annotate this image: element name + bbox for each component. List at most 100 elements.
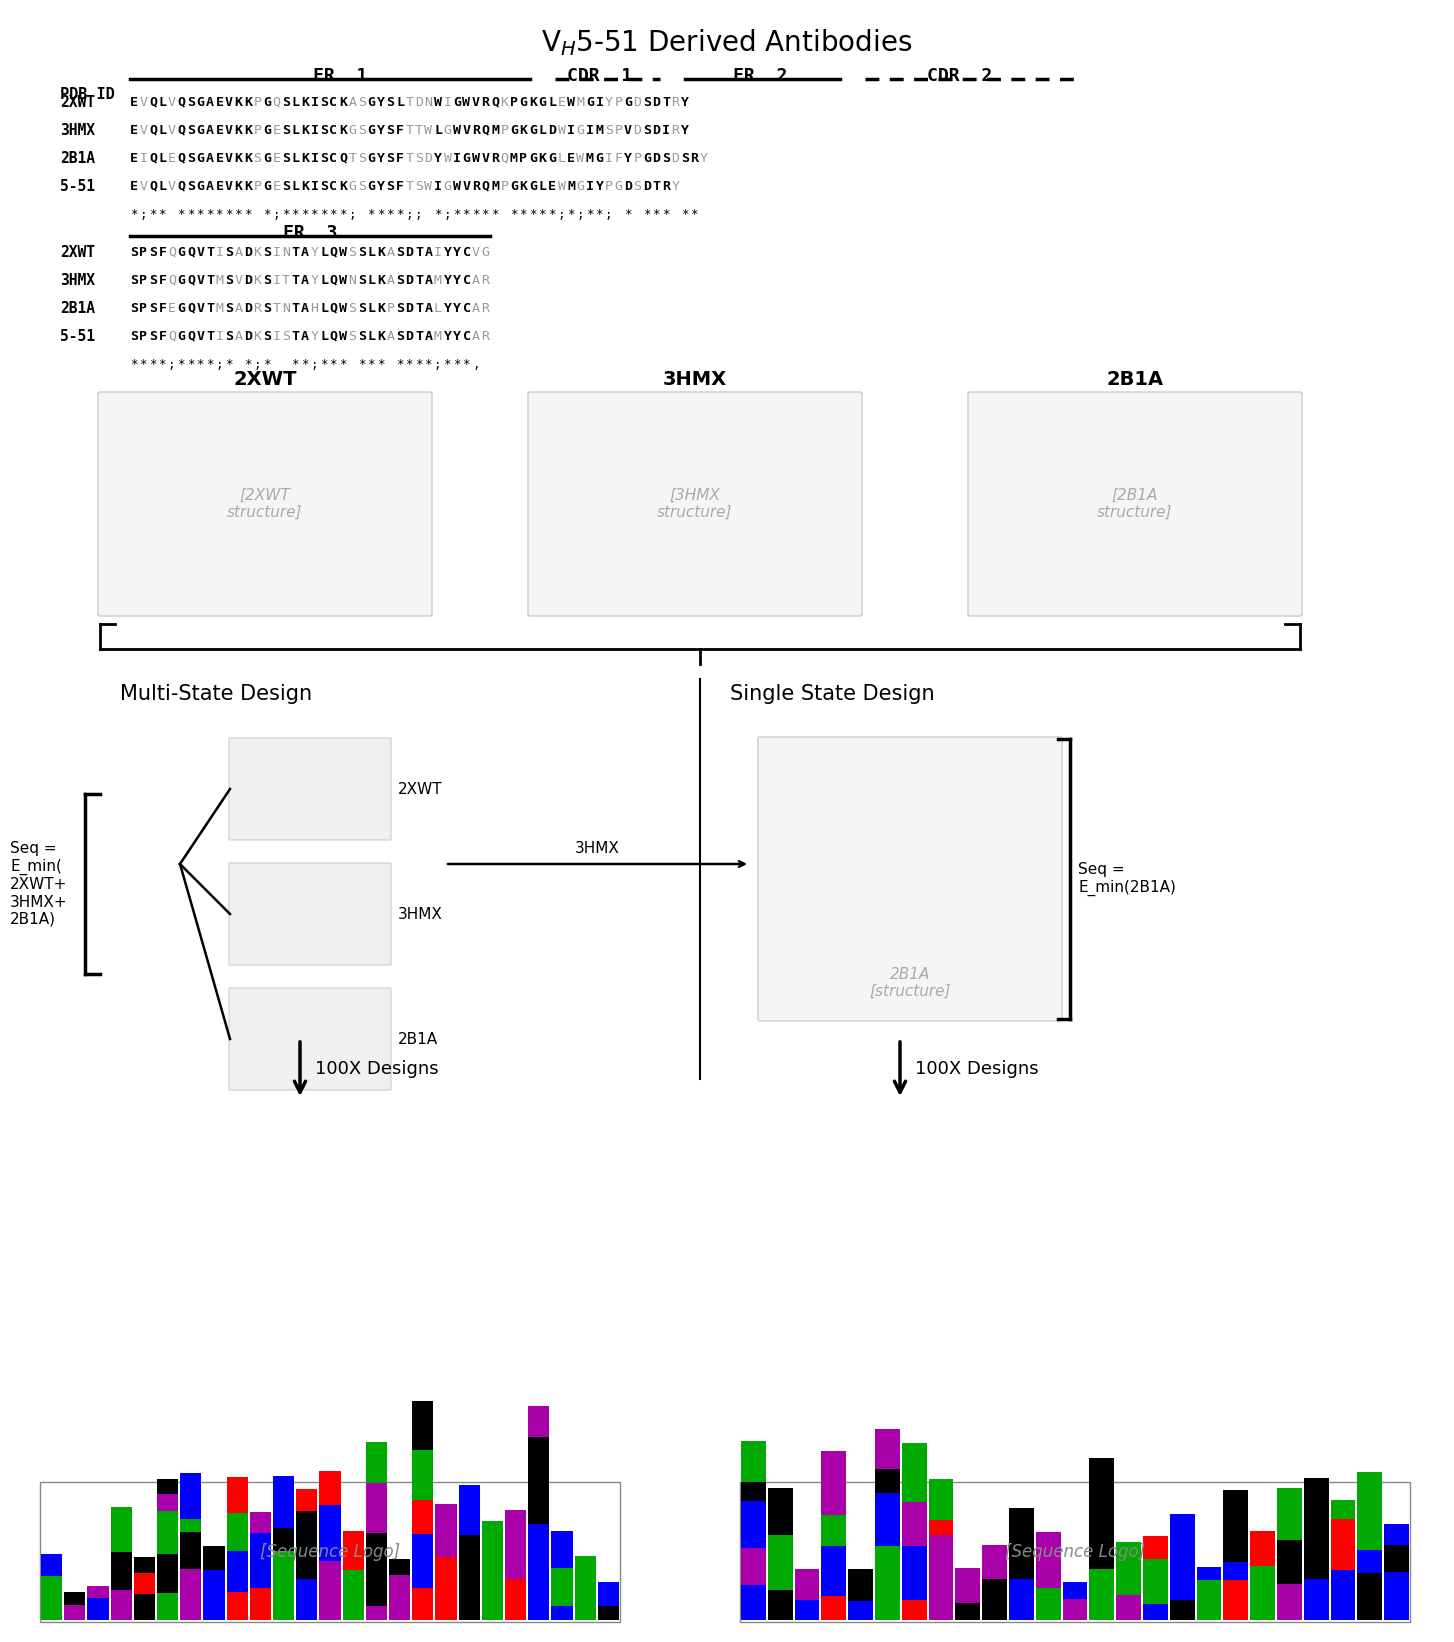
Bar (227, 1478, 247, 1512)
Text: W: W (339, 274, 348, 286)
Text: P: P (140, 330, 147, 343)
Bar (1358, 1573, 1383, 1621)
Text: S: S (188, 179, 195, 192)
Text: 2B1A: 2B1A (60, 151, 95, 166)
Text: G: G (443, 123, 452, 136)
Bar (742, 1501, 766, 1548)
Bar (1358, 1471, 1383, 1522)
Text: *: * (263, 207, 270, 220)
Text: Y: Y (680, 95, 689, 108)
Text: I: I (662, 123, 670, 136)
Text: E: E (169, 302, 176, 315)
Text: P: P (615, 95, 622, 108)
Text: G: G (586, 95, 595, 108)
Bar (929, 1520, 954, 1535)
Text: FR  2: FR 2 (733, 67, 787, 85)
Text: W: W (462, 95, 471, 108)
Bar (250, 1588, 270, 1621)
Text: S: S (634, 179, 641, 192)
Text: *: * (519, 207, 526, 220)
Text: S: S (387, 123, 394, 136)
Text: S: S (263, 302, 270, 315)
Text: D: D (653, 151, 660, 164)
Bar (435, 1593, 457, 1621)
Text: [2B1A
structure]: [2B1A structure] (1098, 488, 1173, 521)
Text: S: S (320, 123, 329, 136)
Text: *: * (643, 207, 650, 220)
Text: V: V (234, 274, 243, 286)
Bar (458, 1557, 480, 1608)
Text: S: S (129, 274, 138, 286)
Bar (1009, 1507, 1034, 1540)
Text: W: W (576, 151, 585, 164)
Text: G: G (368, 123, 375, 136)
Text: S: S (129, 302, 138, 315)
Text: A: A (234, 246, 243, 258)
Text: S: S (349, 330, 356, 343)
Text: E: E (272, 123, 281, 136)
Text: Q: Q (188, 274, 195, 286)
Bar (1143, 1560, 1168, 1604)
Text: T: T (414, 123, 423, 136)
Text: 3HMX: 3HMX (60, 123, 95, 138)
Text: Y: Y (377, 179, 385, 192)
Text: *: * (301, 207, 308, 220)
Bar (435, 1557, 457, 1593)
Text: T: T (662, 95, 670, 108)
Bar (929, 1568, 954, 1621)
Text: K: K (253, 274, 262, 286)
Text: A: A (349, 95, 356, 108)
Bar (157, 1555, 179, 1593)
Text: T: T (291, 302, 300, 315)
Bar (574, 1576, 596, 1621)
Text: D: D (653, 123, 660, 136)
Text: N: N (425, 95, 432, 108)
Bar (297, 1580, 317, 1621)
Text: D: D (425, 151, 432, 164)
Text: S: S (148, 274, 157, 286)
Text: L: L (433, 302, 442, 315)
Text: S: S (320, 151, 329, 164)
Bar (1089, 1545, 1114, 1570)
Bar (366, 1442, 387, 1483)
Bar (551, 1568, 573, 1606)
Text: T: T (414, 246, 423, 258)
Text: G: G (177, 330, 186, 343)
Bar (528, 1437, 550, 1468)
Text: [Sequence Logo]: [Sequence Logo] (1005, 1543, 1146, 1562)
Text: PDB ID: PDB ID (60, 87, 115, 102)
Text: 2XWT: 2XWT (60, 95, 95, 110)
Bar (1170, 1599, 1195, 1621)
Text: G: G (196, 123, 205, 136)
Text: R: R (473, 179, 480, 192)
Text: Y: Y (377, 151, 385, 164)
Text: G: G (519, 95, 528, 108)
Bar (1250, 1566, 1275, 1621)
Bar (320, 1504, 340, 1560)
Text: *: * (129, 207, 138, 220)
Text: S: S (643, 95, 651, 108)
Text: Seq =
E_min(
2XWT+
3HMX+
2B1A): Seq = E_min( 2XWT+ 3HMX+ 2B1A) (10, 841, 68, 926)
Bar (41, 1576, 63, 1621)
Text: K: K (253, 330, 262, 343)
Text: I: I (454, 151, 461, 164)
Bar (1330, 1519, 1355, 1570)
Text: *: * (177, 207, 185, 220)
Text: *: * (291, 207, 300, 220)
Text: S: S (358, 330, 366, 343)
Text: *: * (538, 207, 547, 220)
Text: Y: Y (624, 151, 632, 164)
Bar (1358, 1550, 1383, 1573)
Bar (1117, 1596, 1141, 1621)
Bar (366, 1568, 387, 1606)
Text: E: E (215, 95, 224, 108)
Bar (366, 1606, 387, 1621)
Text: *: * (263, 358, 270, 371)
FancyBboxPatch shape (968, 392, 1301, 616)
Text: R: R (253, 302, 262, 315)
Text: *: * (624, 207, 631, 220)
Text: V: V (196, 246, 205, 258)
Bar (1197, 1580, 1221, 1621)
Text: *: * (188, 358, 195, 371)
Text: S: S (358, 95, 366, 108)
